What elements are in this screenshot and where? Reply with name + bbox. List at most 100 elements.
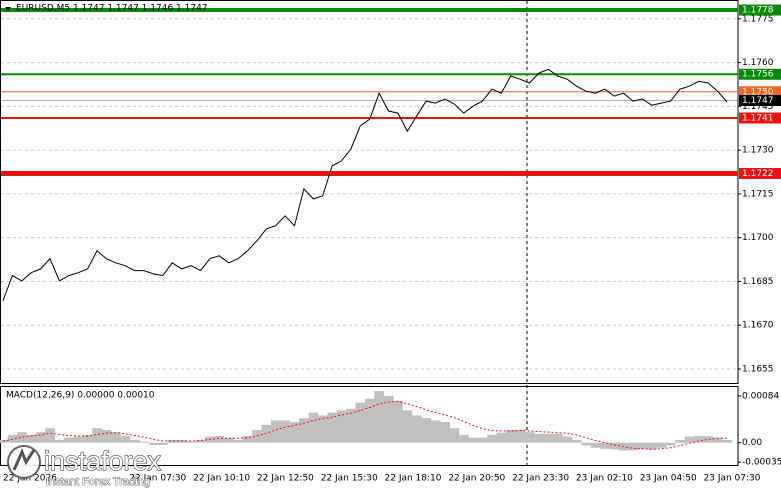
- histogram-bar: [223, 437, 234, 443]
- histogram-bar: [17, 432, 27, 443]
- histogram-bar: [675, 439, 685, 443]
- x-tick-label: 22 Jan 10:10: [193, 474, 250, 484]
- histogram-bar: [684, 436, 695, 443]
- level-label-box: [739, 167, 781, 179]
- histogram-bar: [186, 441, 197, 443]
- x-tick-label: 22 Jan 12:50: [257, 474, 314, 484]
- histogram-bar: [515, 429, 526, 443]
- y-tick-label: 1.1775: [742, 14, 774, 24]
- level-label-box: [739, 68, 781, 80]
- level-label: 1.1722: [742, 169, 774, 179]
- histogram-bar: [440, 422, 450, 443]
- y-tick-label: -0.00035: [742, 458, 781, 468]
- histogram-bar: [35, 432, 46, 443]
- histogram-bar: [712, 437, 723, 443]
- histogram-bar: [656, 442, 667, 448]
- watermark-tagline: Instant Forex Trading: [46, 476, 150, 488]
- histogram-bar: [412, 415, 422, 443]
- price-line: [2, 68, 728, 301]
- histogram-bar: [496, 432, 507, 443]
- y-tick-label: 1.1730: [742, 146, 774, 156]
- histogram-bar: [195, 439, 206, 443]
- level-label: 1.1741: [742, 114, 774, 124]
- watermark: instaforex Instant Forex Trading: [7, 445, 162, 488]
- histogram-bar: [637, 442, 648, 450]
- histogram-bar: [600, 442, 610, 449]
- histogram-bar: [7, 434, 18, 443]
- plot-layer: 1.1775 1.1760 1.1745 1.1730 1.1715 1.1700 1.16…: [0, 4, 781, 484]
- y-tick-label: 1.1700: [742, 233, 774, 243]
- histogram-bar: [270, 420, 281, 443]
- y-tick-label: 0.00084: [742, 391, 779, 401]
- histogram-bar: [148, 442, 159, 445]
- y-tick-label: 1.1655: [742, 364, 774, 374]
- y-tick-label: 1.1685: [742, 277, 774, 287]
- histogram-bar: [581, 442, 591, 446]
- x-tick-label: 22 Jan 07:30: [129, 474, 186, 484]
- histogram-bar: [242, 436, 253, 443]
- histogram-bar: [129, 439, 140, 443]
- symbol-icon: [5, 7, 11, 11]
- histogram-bar: [487, 434, 497, 443]
- histogram-bar: [280, 420, 291, 443]
- level-label-box: [739, 86, 781, 98]
- histogram-bar: [64, 437, 74, 443]
- y-tick-label: 1.1670: [742, 321, 774, 331]
- x-tick-label: 23 Jan 02:10: [576, 474, 633, 484]
- histogram-bar: [383, 395, 394, 443]
- histogram-bar: [73, 436, 84, 443]
- level-label-box: [739, 4, 781, 16]
- histogram-bar: [139, 441, 150, 443]
- histogram-bar: [524, 432, 535, 443]
- x-tick-label: 22 Jan 18:10: [385, 474, 442, 484]
- histogram-bar: [430, 420, 441, 443]
- histogram-bar: [45, 428, 56, 443]
- watermark-logo: [7, 445, 41, 479]
- histogram-bar: [214, 436, 225, 443]
- histogram-bar: [647, 442, 657, 450]
- histogram-bar: [703, 436, 714, 443]
- watermark-logo-mark: [12, 448, 36, 471]
- histogram-bar: [120, 436, 131, 443]
- histogram-bar: [722, 439, 733, 443]
- level-label: 1.1778: [742, 6, 774, 16]
- level-label-box: [739, 112, 781, 124]
- histogram-bar: [543, 433, 554, 443]
- histogram-bar: [477, 437, 488, 443]
- histogram-bar: [534, 433, 544, 443]
- x-tick-label: 22 Jan 20:50: [448, 474, 505, 484]
- histogram-bar: [355, 402, 366, 443]
- y-tick-label: 1.1715: [742, 189, 774, 199]
- histogram-bar: [393, 400, 403, 443]
- level-label-box: [739, 95, 781, 107]
- macd-title: MACD(12,26,9) 0.00000 0.00010: [6, 391, 155, 401]
- main-panel-frame: [0, 0, 739, 384]
- histogram-bar: [289, 422, 300, 443]
- histogram-bar: [317, 415, 328, 443]
- histogram-bar: [54, 439, 65, 443]
- histogram-bar: [261, 424, 272, 443]
- histogram-bar: [365, 398, 375, 443]
- histogram-bar: [449, 428, 460, 443]
- histogram-bar: [506, 429, 516, 443]
- x-tick-label: 23 Jan 07:30: [704, 474, 761, 484]
- histogram-bar: [299, 418, 309, 443]
- x-tick-label: 22 Jan 23:30: [512, 474, 569, 484]
- histogram-bar: [26, 434, 37, 443]
- macd-panel-frame: [0, 386, 739, 466]
- histogram-bar: [101, 429, 112, 443]
- y-tick-label: 1.1745: [742, 102, 774, 112]
- histogram-bar: [336, 410, 347, 443]
- histogram-bar: [421, 418, 432, 443]
- histogram-bar: [402, 410, 413, 443]
- histogram-bar: [308, 412, 319, 443]
- histogram-bar: [628, 442, 638, 451]
- histogram-bar: [167, 439, 178, 443]
- histogram-bar: [92, 428, 103, 443]
- histogram-bar: [590, 442, 601, 448]
- histogram-bar: [374, 390, 385, 443]
- histogram-bar: [553, 433, 563, 443]
- histogram-bar: [111, 432, 121, 443]
- histogram-bar: [327, 412, 338, 443]
